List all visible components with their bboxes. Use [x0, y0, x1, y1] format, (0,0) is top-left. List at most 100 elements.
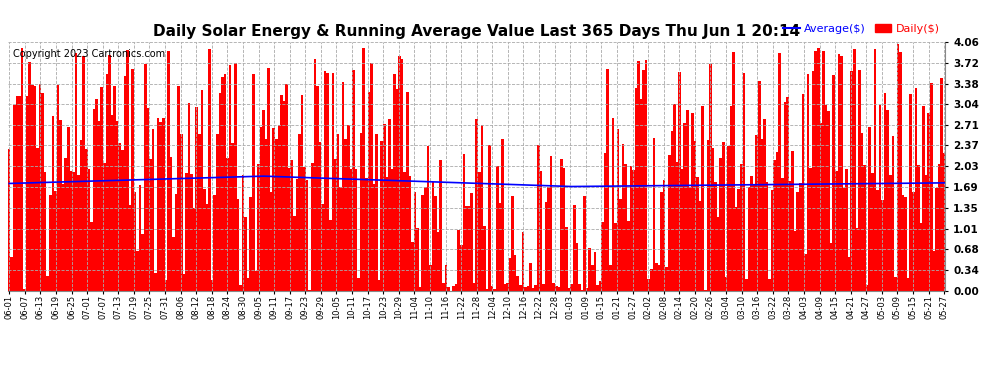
Bar	[26, 96, 29, 291]
Bar	[612, 118, 614, 291]
Bar	[673, 104, 676, 291]
Bar	[290, 160, 293, 291]
Bar	[64, 158, 67, 291]
Bar	[201, 90, 203, 291]
Bar	[517, 276, 519, 291]
Bar	[337, 134, 340, 291]
Bar	[13, 105, 16, 291]
Bar	[129, 206, 132, 291]
Bar	[388, 119, 391, 291]
Bar	[316, 86, 319, 291]
Bar	[863, 165, 866, 291]
Bar	[378, 280, 380, 291]
Bar	[562, 168, 565, 291]
Bar	[812, 71, 815, 291]
Bar	[650, 269, 652, 291]
Bar	[301, 95, 303, 291]
Bar	[80, 140, 82, 291]
Bar	[216, 134, 219, 291]
Bar	[575, 243, 578, 291]
Bar	[90, 222, 93, 291]
Bar	[319, 142, 322, 291]
Bar	[604, 153, 607, 291]
Bar	[470, 193, 473, 291]
Bar	[733, 52, 735, 291]
Bar	[594, 252, 596, 291]
Bar	[432, 182, 435, 291]
Bar	[933, 251, 936, 291]
Bar	[51, 116, 54, 291]
Bar	[280, 95, 283, 291]
Bar	[306, 180, 309, 291]
Bar	[660, 192, 663, 291]
Bar	[781, 178, 784, 291]
Bar	[509, 258, 512, 291]
Bar	[396, 90, 398, 291]
Bar	[704, 290, 707, 291]
Bar	[414, 192, 417, 291]
Bar	[409, 176, 411, 291]
Bar	[475, 119, 478, 291]
Bar	[524, 287, 527, 291]
Bar	[283, 101, 285, 291]
Bar	[47, 276, 50, 291]
Bar	[411, 242, 414, 291]
Bar	[285, 84, 288, 291]
Bar	[37, 148, 39, 291]
Bar	[188, 103, 190, 291]
Bar	[822, 51, 825, 291]
Bar	[314, 59, 316, 291]
Bar	[419, 287, 422, 291]
Bar	[345, 139, 346, 291]
Bar	[522, 232, 524, 291]
Bar	[847, 257, 850, 291]
Bar	[29, 62, 31, 291]
Bar	[892, 136, 894, 291]
Bar	[346, 125, 349, 291]
Bar	[288, 168, 290, 291]
Bar	[897, 44, 899, 291]
Bar	[267, 68, 270, 291]
Bar	[119, 143, 121, 291]
Bar	[657, 266, 660, 291]
Bar	[789, 181, 791, 291]
Bar	[614, 223, 617, 291]
Bar	[151, 129, 154, 291]
Bar	[784, 102, 786, 291]
Bar	[884, 93, 886, 291]
Bar	[512, 196, 514, 291]
Bar	[262, 110, 264, 291]
Bar	[586, 288, 588, 291]
Bar	[568, 288, 570, 291]
Bar	[442, 283, 445, 291]
Bar	[915, 88, 917, 291]
Bar	[54, 190, 56, 291]
Bar	[763, 119, 765, 291]
Bar	[478, 172, 480, 291]
Bar	[74, 53, 77, 291]
Bar	[907, 278, 910, 291]
Bar	[886, 110, 889, 291]
Bar	[609, 265, 612, 291]
Bar	[923, 106, 925, 291]
Bar	[462, 154, 465, 291]
Bar	[668, 155, 670, 291]
Bar	[599, 281, 601, 291]
Bar	[93, 109, 95, 291]
Bar	[530, 262, 532, 291]
Bar	[85, 149, 87, 291]
Bar	[807, 74, 809, 291]
Bar	[722, 142, 725, 291]
Bar	[232, 143, 234, 291]
Bar	[139, 185, 142, 291]
Bar	[447, 286, 449, 291]
Bar	[404, 172, 406, 291]
Bar	[134, 192, 137, 291]
Bar	[638, 61, 640, 291]
Bar	[804, 255, 807, 291]
Bar	[899, 52, 902, 291]
Bar	[902, 195, 904, 291]
Bar	[385, 177, 388, 291]
Bar	[44, 172, 47, 291]
Bar	[925, 175, 928, 291]
